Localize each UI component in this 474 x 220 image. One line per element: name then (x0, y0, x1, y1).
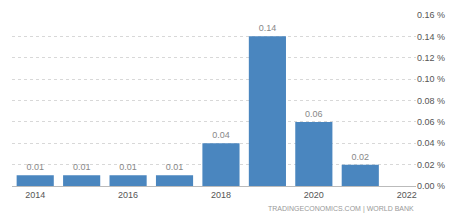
svg-text:2020: 2020 (304, 190, 324, 200)
svg-text:2016: 2016 (118, 190, 138, 200)
svg-text:2014: 2014 (25, 190, 45, 200)
svg-text:TRADINGECONOMICS.COM | WORLD B: TRADINGECONOMICS.COM | WORLD BANK (268, 205, 414, 213)
svg-text:0.16 %: 0.16 % (417, 10, 445, 20)
svg-text:0.14 %: 0.14 % (417, 32, 445, 42)
svg-text:0.01: 0.01 (73, 162, 91, 172)
svg-text:0.01: 0.01 (119, 162, 137, 172)
svg-text:0.04 %: 0.04 % (417, 138, 445, 148)
svg-text:0.00 %: 0.00 % (417, 181, 445, 191)
svg-text:0.02 %: 0.02 % (417, 160, 445, 170)
svg-text:0.02: 0.02 (352, 152, 370, 162)
svg-text:0.10 %: 0.10 % (417, 74, 445, 84)
svg-text:0.01: 0.01 (166, 162, 184, 172)
svg-text:0.12 %: 0.12 % (417, 53, 445, 63)
svg-text:0.14: 0.14 (259, 23, 277, 33)
svg-text:2018: 2018 (211, 190, 231, 200)
svg-text:0.06 %: 0.06 % (417, 117, 445, 127)
svg-text:0.01: 0.01 (26, 162, 44, 172)
svg-text:0.06: 0.06 (305, 109, 323, 119)
svg-text:0.08 %: 0.08 % (417, 96, 445, 106)
svg-text:2022: 2022 (397, 190, 417, 200)
svg-text:0.04: 0.04 (212, 130, 230, 140)
